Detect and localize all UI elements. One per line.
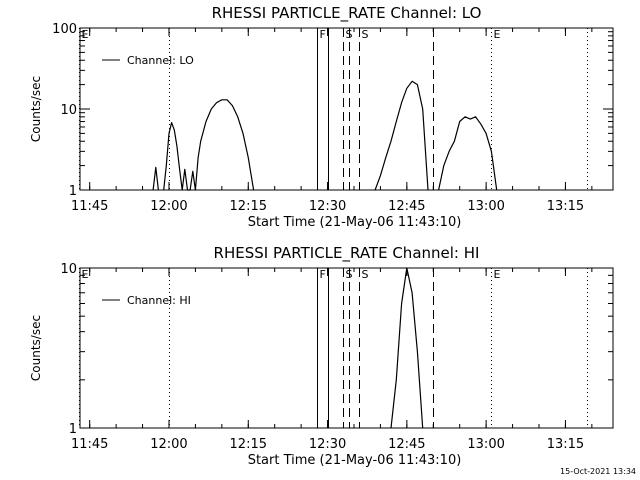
y-axis-label: Counts/sec <box>29 76 43 142</box>
y-tick-label: 10 <box>60 262 77 277</box>
y-tick-label: 1 <box>69 184 77 199</box>
x-tick-label: 12:45 <box>388 199 425 214</box>
x-tick-label: 13:00 <box>467 437 504 452</box>
y-tick-label: 1 <box>69 422 77 437</box>
chart-panel-2: RHESSI PARTICLE_RATE Channel: HIE F S S E110… <box>29 244 614 468</box>
y-axis-label: Counts/sec <box>29 315 43 381</box>
legend-label: Channel: LO <box>127 54 194 67</box>
x-tick-label: 12:15 <box>230 199 267 214</box>
y-tick-label: 100 <box>52 22 77 37</box>
marker-label-e: E <box>494 268 501 281</box>
plot-frame <box>79 267 614 429</box>
data-series-line <box>152 99 255 191</box>
x-tick-label: 12:15 <box>230 437 267 452</box>
x-tick-label: 12:00 <box>150 437 187 452</box>
x-tick-label: 13:00 <box>467 199 504 214</box>
x-tick-label: 12:45 <box>388 437 425 452</box>
data-series-line <box>438 116 498 191</box>
x-axis-label: Start Time (21-May-06 11:43:10) <box>248 453 462 468</box>
x-tick-label: 12:30 <box>309 437 346 452</box>
x-axis-label: Start Time (21-May-06 11:43:10) <box>248 215 462 230</box>
chart-title: RHESSI PARTICLE_RATE Channel: HI <box>214 244 480 263</box>
marker-label-s: S <box>362 28 369 41</box>
marker-label-s: S <box>362 268 369 281</box>
x-tick-label: 11:45 <box>71 437 108 452</box>
x-tick-label: 13:15 <box>547 437 584 452</box>
y-tick-label: 10 <box>60 103 77 118</box>
marker-label-e: E <box>82 268 89 281</box>
plot-frame <box>79 27 614 191</box>
x-tick-label: 12:00 <box>150 199 187 214</box>
marker-label-f: F <box>320 28 326 41</box>
timestamp-label: 15-Oct-2021 13:34 <box>560 467 636 476</box>
x-tick-label: 11:45 <box>71 199 108 214</box>
x-tick-label: 13:15 <box>547 199 584 214</box>
data-series-line <box>374 80 429 191</box>
marker-label-f: F <box>320 268 326 281</box>
marker-label-e: E <box>82 28 89 41</box>
data-series-line <box>390 267 424 429</box>
x-tick-label: 12:30 <box>309 199 346 214</box>
marker-label-e: E <box>494 28 501 41</box>
chart-panel-1: RHESSI PARTICLE_RATE Channel: LOE F S S E110… <box>29 4 614 230</box>
legend-label: Channel: HI <box>127 294 191 307</box>
chart-title: RHESSI PARTICLE_RATE Channel: LO <box>212 4 482 23</box>
